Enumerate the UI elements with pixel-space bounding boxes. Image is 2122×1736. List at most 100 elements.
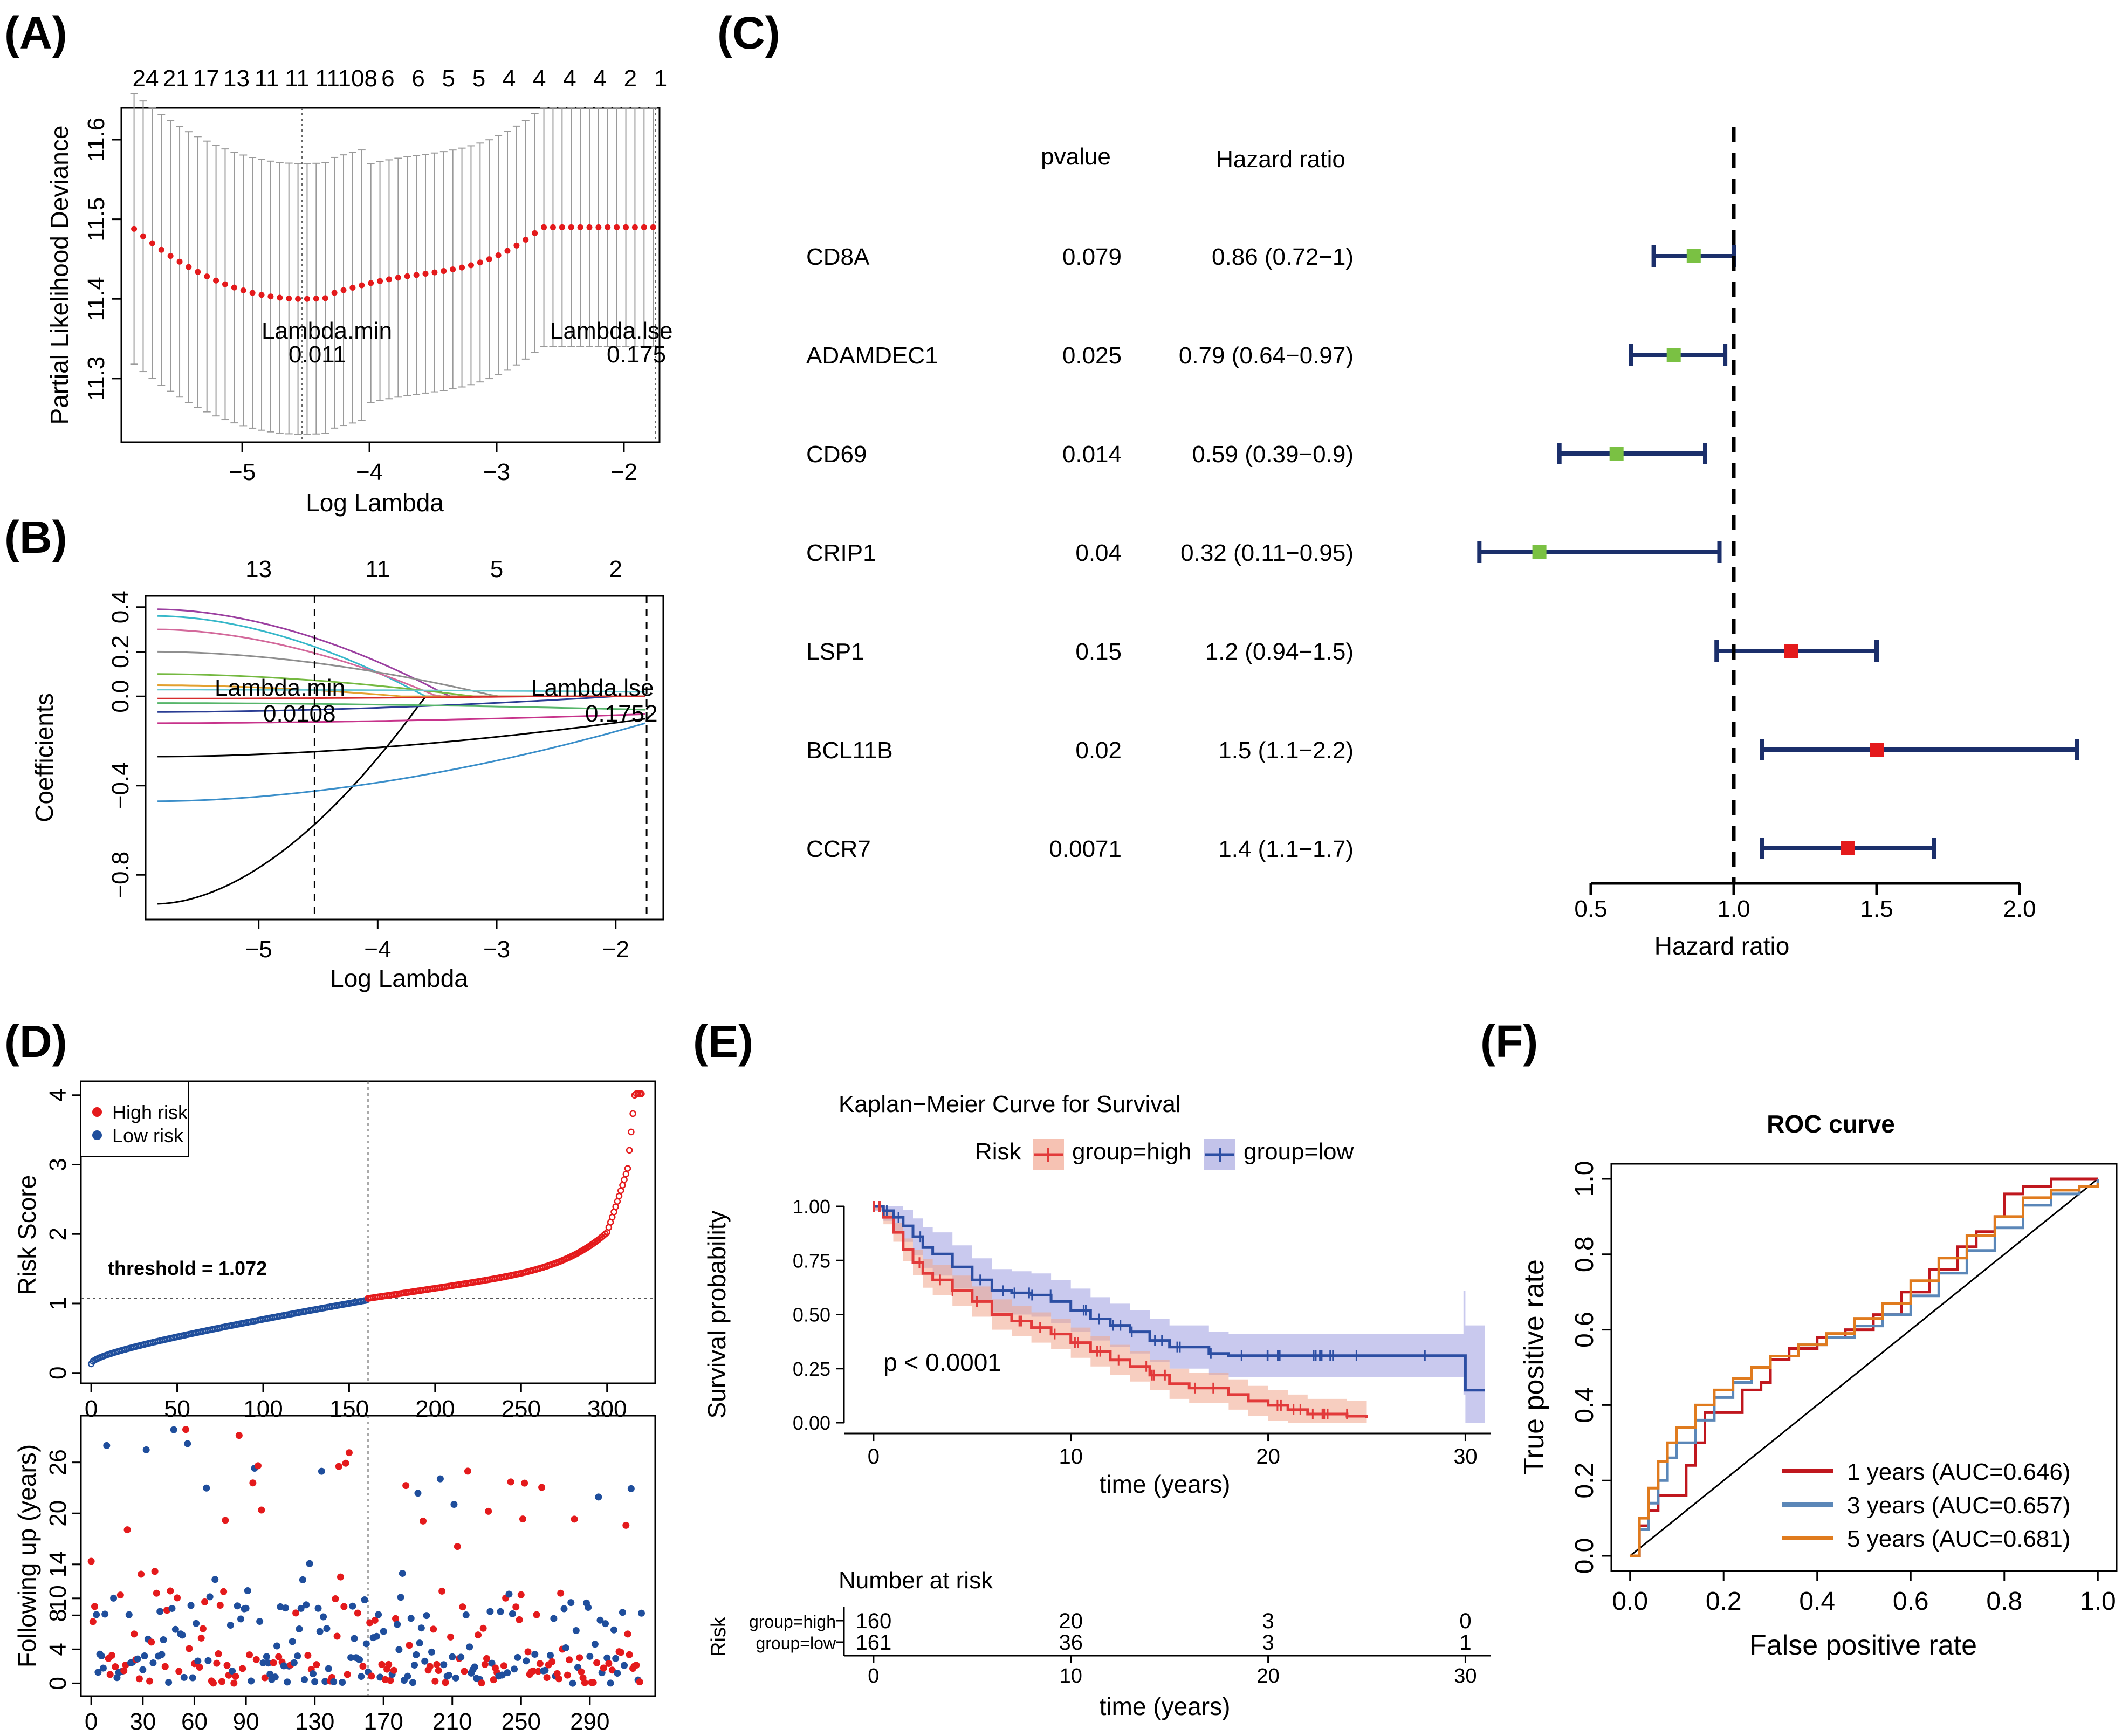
panel-b-ticks: −5 −4 −3 −2 13 11 5 2 −0.8 −0.4 0.0 0.2 0.4 bbox=[107, 556, 629, 963]
x-tick-label: −4 bbox=[356, 459, 383, 485]
followup-low-point bbox=[237, 1615, 245, 1623]
panel-d-legend-box bbox=[80, 1081, 189, 1157]
roc-x-tick-label: 0.6 bbox=[1893, 1587, 1929, 1616]
followup-high-point bbox=[420, 1517, 427, 1525]
cv-mean-point bbox=[195, 269, 201, 275]
panel-a-ticks: −5 −4 −3 −2 11.3 11.4 11.5 11.6 bbox=[83, 118, 637, 485]
followup-low-point bbox=[294, 1652, 301, 1660]
panel-c-forest-plot: pvalue Hazard ratio CD8A 0.079 0.86 (0.72−… bbox=[806, 127, 2079, 960]
followup-low-point bbox=[380, 1628, 387, 1635]
km-x-tick-label: 20 bbox=[1256, 1445, 1280, 1469]
followup-low-point bbox=[306, 1560, 313, 1567]
risk-x-tick-label: 30 bbox=[1454, 1665, 1477, 1687]
top-count-label: 17 bbox=[193, 65, 219, 92]
followup-low-point bbox=[511, 1665, 518, 1673]
x-tick-label: −3 bbox=[483, 936, 510, 963]
followup-high-point bbox=[512, 1603, 520, 1611]
followup-low-point bbox=[226, 1622, 234, 1629]
followup-high-point bbox=[485, 1507, 492, 1515]
followup-high-point bbox=[555, 1675, 562, 1683]
panel-a-lambda-min-label: Lambda.min bbox=[262, 318, 392, 344]
coef-path bbox=[157, 689, 645, 693]
followup-low-point bbox=[436, 1475, 444, 1483]
pvalue-label: 0.025 bbox=[1062, 342, 1122, 369]
followup-low-point bbox=[93, 1611, 100, 1618]
followup-high-point bbox=[120, 1667, 128, 1675]
cv-mean-point bbox=[650, 224, 656, 230]
km-y-tick-label: 0.75 bbox=[793, 1250, 830, 1272]
cv-mean-point bbox=[176, 258, 183, 265]
pvalue-label: 0.15 bbox=[1075, 639, 1122, 665]
roc-diagonal bbox=[1629, 1178, 2099, 1557]
followup-low-point bbox=[637, 1609, 645, 1617]
roc-x-tick-label: 0.8 bbox=[1986, 1587, 2022, 1616]
panel-b-lambda-1se-label: Lambda.lse bbox=[531, 675, 654, 701]
cv-mean-point bbox=[340, 287, 347, 293]
hr-point bbox=[1532, 545, 1547, 559]
followup-low-point bbox=[591, 1641, 599, 1648]
panel-f-frame bbox=[1610, 1163, 2118, 1572]
followup-low-point bbox=[311, 1678, 319, 1685]
followup-high-point bbox=[390, 1666, 397, 1674]
followup-high-point bbox=[138, 1570, 145, 1578]
followup-high-point bbox=[230, 1679, 238, 1687]
cv-mean-point bbox=[413, 272, 420, 278]
panel-c-rows: CD8A 0.079 0.86 (0.72−1) ADAMDEC1 0.025 0.79 … bbox=[806, 244, 2079, 862]
y-tick-label: 20 bbox=[45, 1500, 71, 1527]
top-count-label: 11 bbox=[255, 65, 279, 92]
followup-high-point bbox=[500, 1662, 507, 1670]
followup-high-point bbox=[249, 1479, 257, 1487]
risk-x-tick-label: 0 bbox=[868, 1665, 879, 1687]
followup-low-point bbox=[299, 1576, 306, 1583]
top-count-label: 5 bbox=[442, 65, 455, 92]
roc-legend-label: 3 years (AUC=0.657) bbox=[1847, 1492, 2071, 1519]
km-high-confidence-band bbox=[873, 1206, 1367, 1423]
followup-low-point bbox=[248, 1677, 255, 1685]
panel-b-coefficient-paths: −5 −4 −3 −2 13 11 5 2 −0.8 −0.4 0.0 0.2 0.4 Lambda.m… bbox=[30, 556, 664, 992]
cv-mean-point bbox=[595, 224, 602, 230]
followup-low-point bbox=[428, 1648, 435, 1656]
high-risk-point bbox=[602, 1230, 609, 1238]
panel-a-lambda-1se-value: 0.175 bbox=[607, 341, 666, 368]
cv-mean-point bbox=[249, 290, 256, 296]
followup-high-point bbox=[182, 1426, 190, 1433]
risk-count: 161 bbox=[856, 1631, 892, 1655]
followup-low-point bbox=[178, 1631, 186, 1639]
followup-high-point bbox=[153, 1589, 160, 1597]
followup-high-point bbox=[333, 1632, 341, 1640]
followup-low-point bbox=[509, 1610, 516, 1617]
pvalue-label: 0.014 bbox=[1062, 441, 1122, 468]
x-tick-label: 130 bbox=[295, 1708, 334, 1735]
followup-high-point bbox=[435, 1667, 442, 1675]
followup-high-point bbox=[220, 1588, 228, 1595]
y-tick-label: 14 bbox=[45, 1551, 71, 1577]
followup-low-point bbox=[414, 1490, 422, 1497]
cv-mean-point bbox=[258, 292, 265, 298]
followup-low-point bbox=[395, 1646, 403, 1653]
followup-low-point bbox=[531, 1651, 539, 1658]
followup-high-point bbox=[438, 1587, 446, 1595]
x-tick-label: 290 bbox=[570, 1708, 609, 1735]
followup-low-point bbox=[416, 1639, 423, 1647]
cv-mean-point bbox=[623, 224, 629, 230]
y-tick-label: 10 bbox=[45, 1585, 71, 1611]
y-tick-label: 0.4 bbox=[107, 591, 134, 623]
high-risk-point bbox=[621, 1176, 628, 1183]
cv-mean-point bbox=[577, 224, 583, 230]
panel-e-ticks: 0 10 20 30 0.00 0.25 0.50 0.75 1.00 bbox=[793, 1196, 1478, 1469]
cv-mean-point bbox=[541, 224, 547, 230]
followup-high-point bbox=[345, 1449, 353, 1457]
followup-high-point bbox=[622, 1521, 630, 1529]
panel-a-error-bars bbox=[130, 93, 657, 442]
followup-high-point bbox=[479, 1624, 487, 1632]
panel-e-pvalue: p < 0.0001 bbox=[883, 1348, 1001, 1376]
followup-low-point bbox=[271, 1673, 279, 1681]
followup-low-point bbox=[110, 1594, 118, 1602]
top-count-label: 6 bbox=[411, 65, 424, 92]
followup-high-point bbox=[566, 1656, 573, 1664]
followup-low-point bbox=[141, 1652, 148, 1660]
top-count-label: 4 bbox=[563, 65, 576, 92]
panel-d-threshold-label: threshold = 1.072 bbox=[108, 1257, 267, 1279]
top-count-label: 24 bbox=[133, 65, 159, 92]
followup-low-point bbox=[356, 1656, 363, 1663]
